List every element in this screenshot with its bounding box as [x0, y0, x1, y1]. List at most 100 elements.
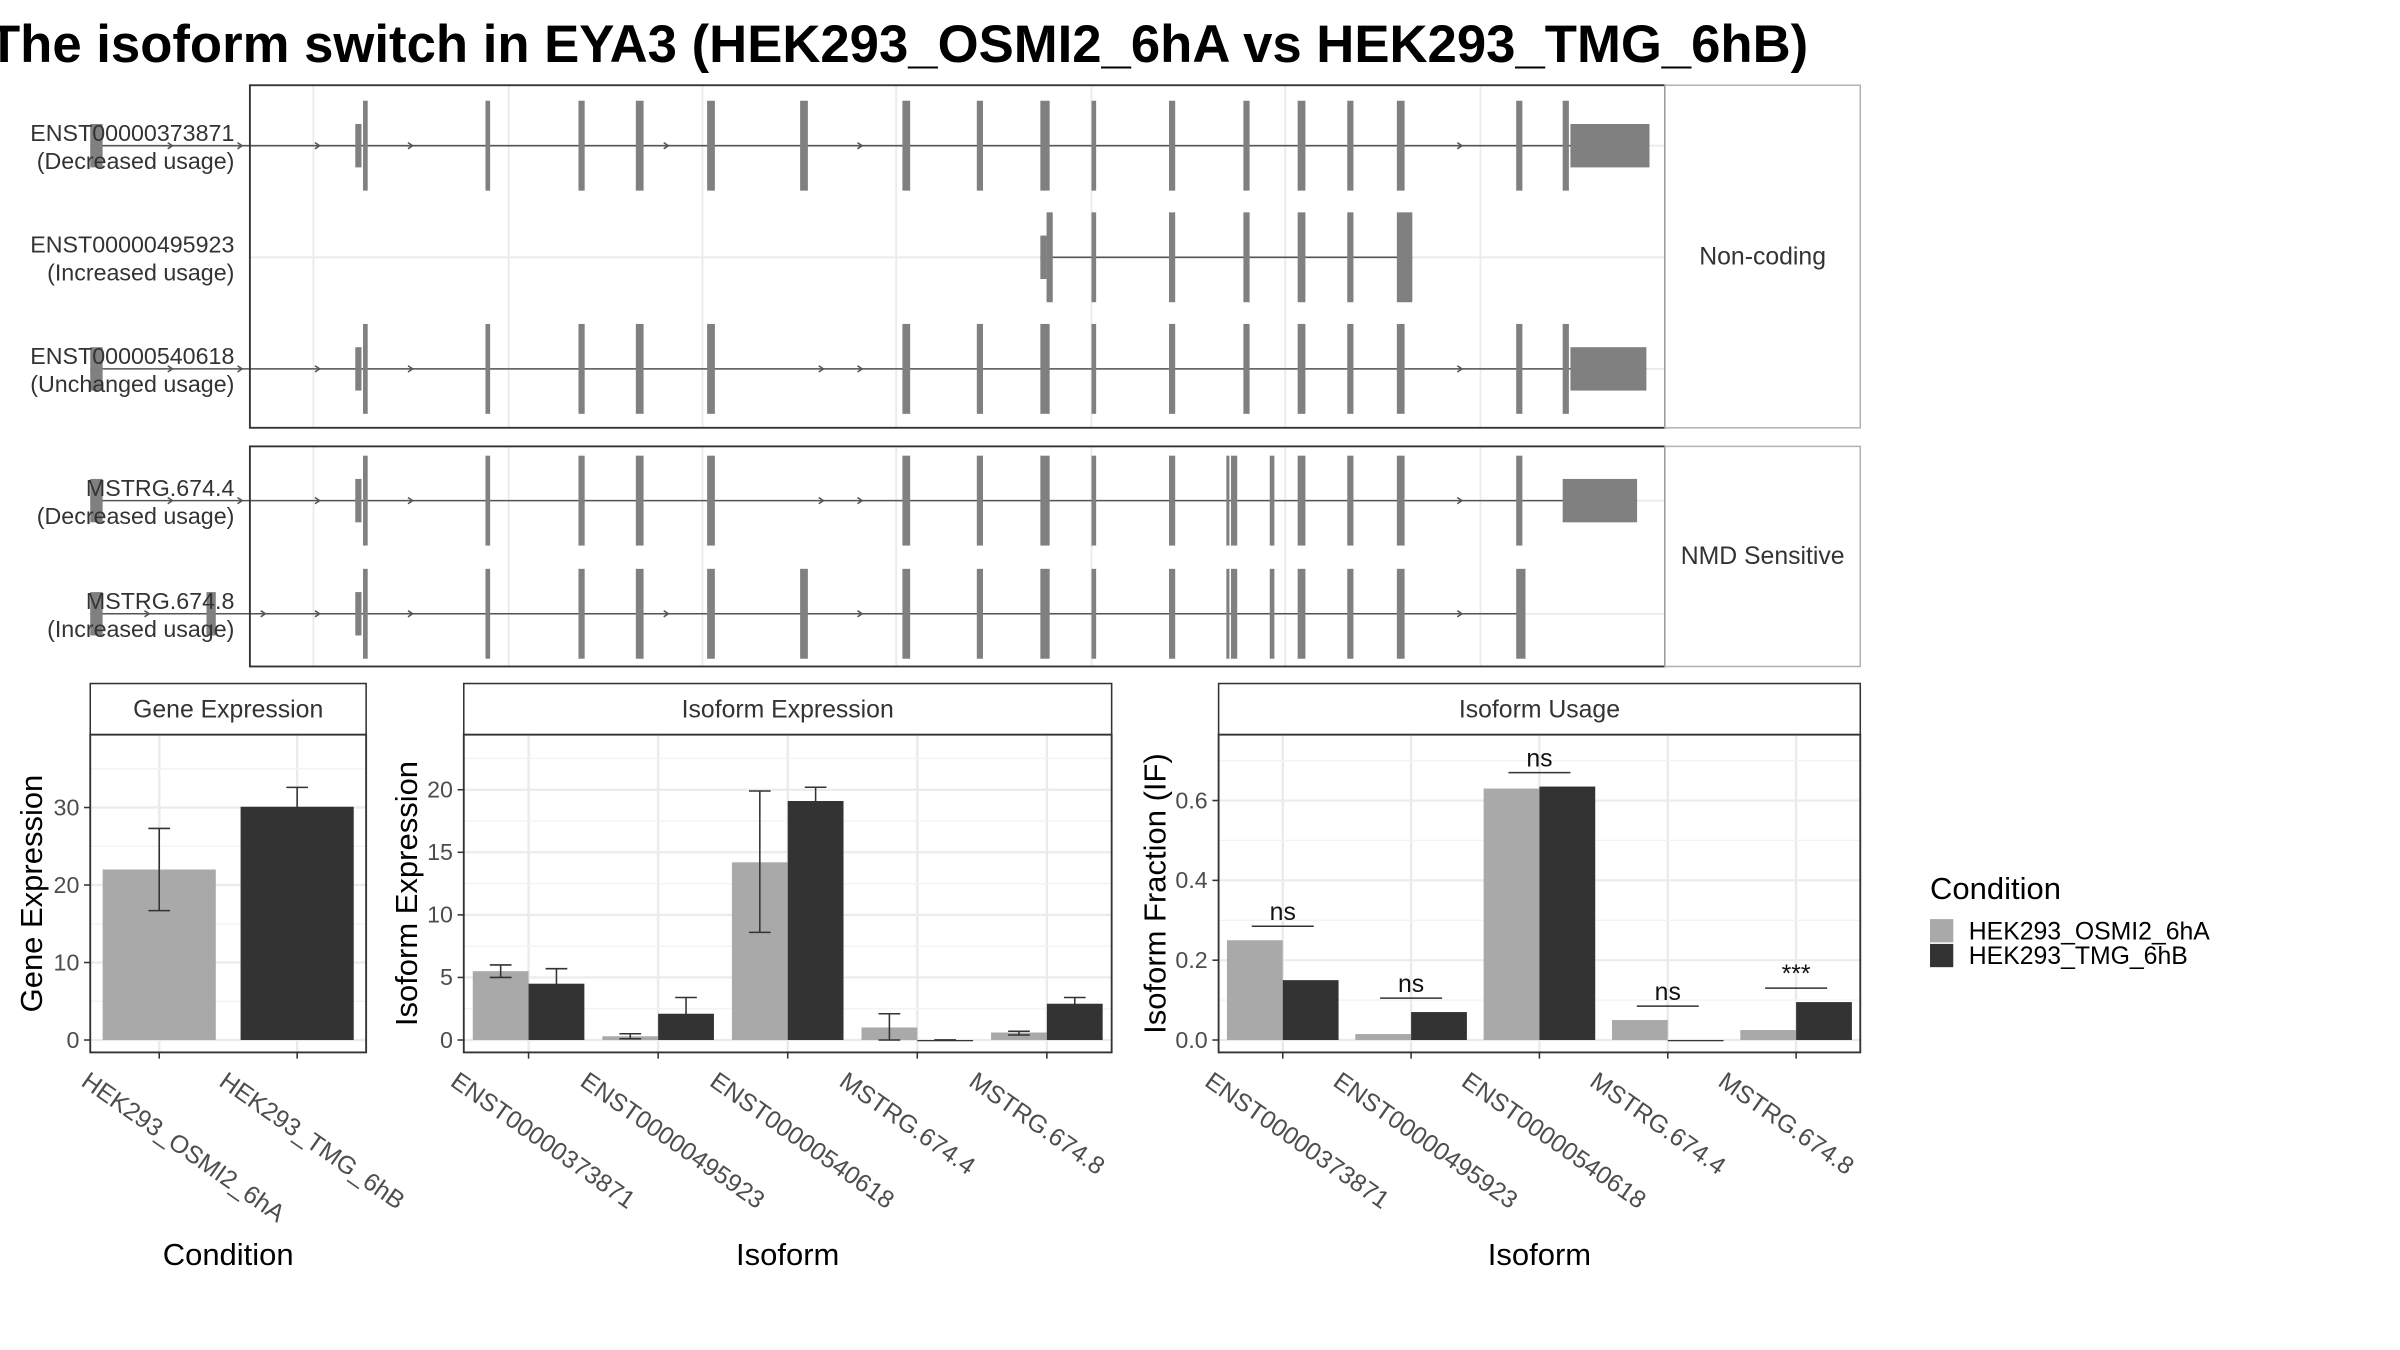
exon-block [1040, 100, 1050, 191]
exon-block [90, 123, 103, 168]
y-axis-title: Isoform Fraction (IF) [1138, 753, 1173, 1034]
y-tick-label: 0.2 [1175, 947, 1207, 973]
exon-block [1516, 100, 1523, 191]
exon-block [1347, 323, 1354, 414]
figure-title: The isoform switch in EYA3 (HEK293_OSMI2… [0, 15, 1808, 74]
exon-block [1091, 100, 1097, 191]
exon-block [976, 568, 984, 659]
strand-arrow [663, 141, 670, 150]
exon-block [1091, 568, 1097, 659]
transcript-MSTRG.674.4 [90, 455, 1638, 546]
exon-block [1091, 455, 1097, 546]
transcript-id-label: MSTRG.674.4 [86, 475, 235, 501]
strand-arrow [237, 496, 244, 505]
exon-block [363, 455, 368, 546]
exon-block [1091, 212, 1097, 303]
exon-block [902, 568, 911, 659]
strand-arrow [857, 141, 864, 150]
exon-block [1347, 100, 1354, 191]
strand-arrow [857, 610, 864, 618]
exon-block [1040, 455, 1050, 546]
bar [991, 1032, 1047, 1041]
exon-block [1230, 568, 1238, 659]
exon-block [1396, 100, 1405, 191]
exon-block [355, 592, 362, 636]
chart-strip-label: Isoform Expression [682, 697, 894, 724]
exon-block [1243, 323, 1250, 414]
legend-swatch [1930, 943, 1954, 968]
exon-block [1230, 455, 1238, 546]
exon-block [635, 568, 644, 659]
exon-block [1297, 568, 1306, 659]
y-tick-label: 0.0 [1175, 1027, 1207, 1053]
exon-block [902, 100, 911, 191]
exon-block [1562, 478, 1638, 523]
exon-block [635, 455, 644, 546]
exon-block [355, 123, 362, 168]
bar [1282, 980, 1339, 1041]
exon-block [355, 478, 362, 523]
significance-label: *** [1782, 961, 1811, 988]
structure-panel-1: ENST00000373871(Decreased usage) ENST0000… [30, 84, 1862, 429]
exon-block [1169, 212, 1176, 303]
legend-swatch [1930, 919, 1954, 943]
strand-arrow [1456, 141, 1464, 150]
exon-block [1396, 323, 1405, 414]
transcript-usage-label: (Increased usage) [47, 260, 234, 286]
bar [472, 971, 529, 1041]
y-tick-label: 30 [54, 794, 80, 820]
significance-label: ns [1526, 745, 1552, 772]
legend-label: HEK293_TMG_6hB [1969, 943, 2188, 970]
strand-arrow [1456, 496, 1464, 505]
strand-arrow [167, 496, 174, 505]
exon-block [1169, 323, 1176, 414]
y-tick-label: 0 [440, 1027, 453, 1053]
bar-chart-3: Isoform Usagensnsnsns***0.00.20.40.6ENST… [1138, 682, 1862, 1272]
exon-block [1347, 568, 1354, 659]
transcript-ENST00000495923 [1040, 212, 1413, 303]
exon-block [1396, 212, 1413, 303]
y-tick-label: 0 [66, 1027, 79, 1053]
bar [1667, 1040, 1724, 1042]
x-axis-title: Condition [163, 1237, 294, 1272]
exon-block [485, 323, 491, 414]
transcript-usage-label: (Decreased usage) [37, 148, 235, 174]
bar [1483, 788, 1540, 1041]
exon-block [1347, 455, 1354, 546]
exon-block [707, 568, 715, 659]
exon-block [1169, 100, 1176, 191]
exon-block [1269, 568, 1275, 659]
exon-block [1516, 323, 1523, 414]
strand-arrow [857, 496, 864, 505]
strand-arrow [818, 496, 825, 505]
transcript-usage-label: (Increased usage) [47, 616, 234, 642]
y-tick-label: 10 [54, 949, 80, 975]
exon-block [1091, 323, 1097, 414]
bar [1411, 1012, 1467, 1041]
bar [1611, 1020, 1668, 1041]
chart-strip [1217, 682, 1862, 736]
exon-block [976, 455, 984, 546]
exon-block [1297, 455, 1306, 546]
exon-block [90, 592, 103, 636]
exon-block [363, 568, 368, 659]
exon-block [1562, 100, 1569, 191]
x-tick-label: MSTRG.674.8 [1713, 1068, 1858, 1181]
strand-arrow [144, 610, 151, 618]
exon-block [1297, 100, 1306, 191]
exon-block [800, 568, 808, 659]
panel-strip [1664, 445, 1862, 668]
strand-arrow [260, 610, 267, 618]
exon-block [578, 455, 585, 546]
exon-block [1040, 568, 1050, 659]
isoform-structure-plot: ENST00000373871(Decreased usage)ENST0000… [30, 84, 1862, 668]
x-tick-label: MSTRG.674.8 [964, 1068, 1109, 1181]
strand-arrow [1456, 365, 1464, 373]
panel-strip-label: NMD Sensitive [1681, 543, 1845, 570]
exon-block [1516, 568, 1526, 659]
y-tick-label: 0.4 [1175, 867, 1207, 893]
exon-block [485, 100, 491, 191]
bar [240, 806, 354, 1041]
expression-bar-charts: Gene Expression0102030HEK293_OSMI2_6hAHE… [14, 682, 1862, 1272]
strand-arrow [314, 365, 322, 373]
